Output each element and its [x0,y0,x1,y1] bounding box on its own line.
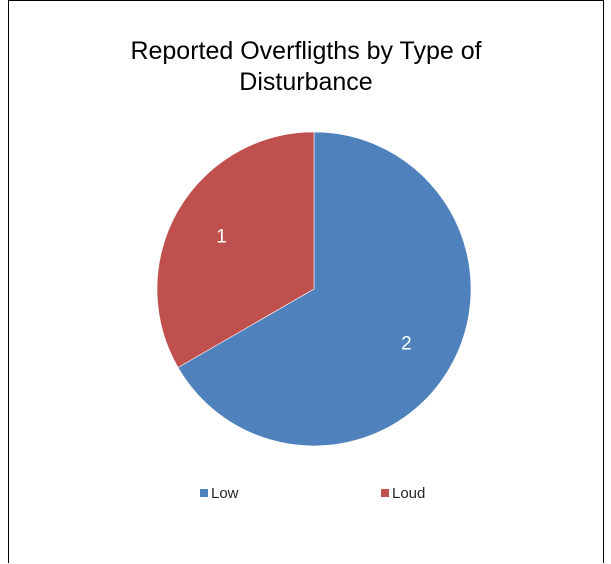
legend-label-loud: Loud [392,485,425,502]
legend-item-low: Low [200,485,239,502]
legend-label-low: Low [211,485,239,502]
chart-title-line-2: Disturbance [239,68,373,96]
legend-item-loud: Loud [381,485,425,502]
data-label-loud: 1 [216,227,227,248]
data-label-low: 2 [401,333,412,354]
legend-swatch-loud [381,489,389,497]
legend-swatch-low [200,489,208,497]
chart-title-line-1: Reported Overfligths by Type of [130,37,482,65]
pie-slice-loud [156,131,315,368]
chart-title: Reported Overfligths by Type of Disturba… [8,36,604,98]
pie-slice-low [177,131,472,447]
